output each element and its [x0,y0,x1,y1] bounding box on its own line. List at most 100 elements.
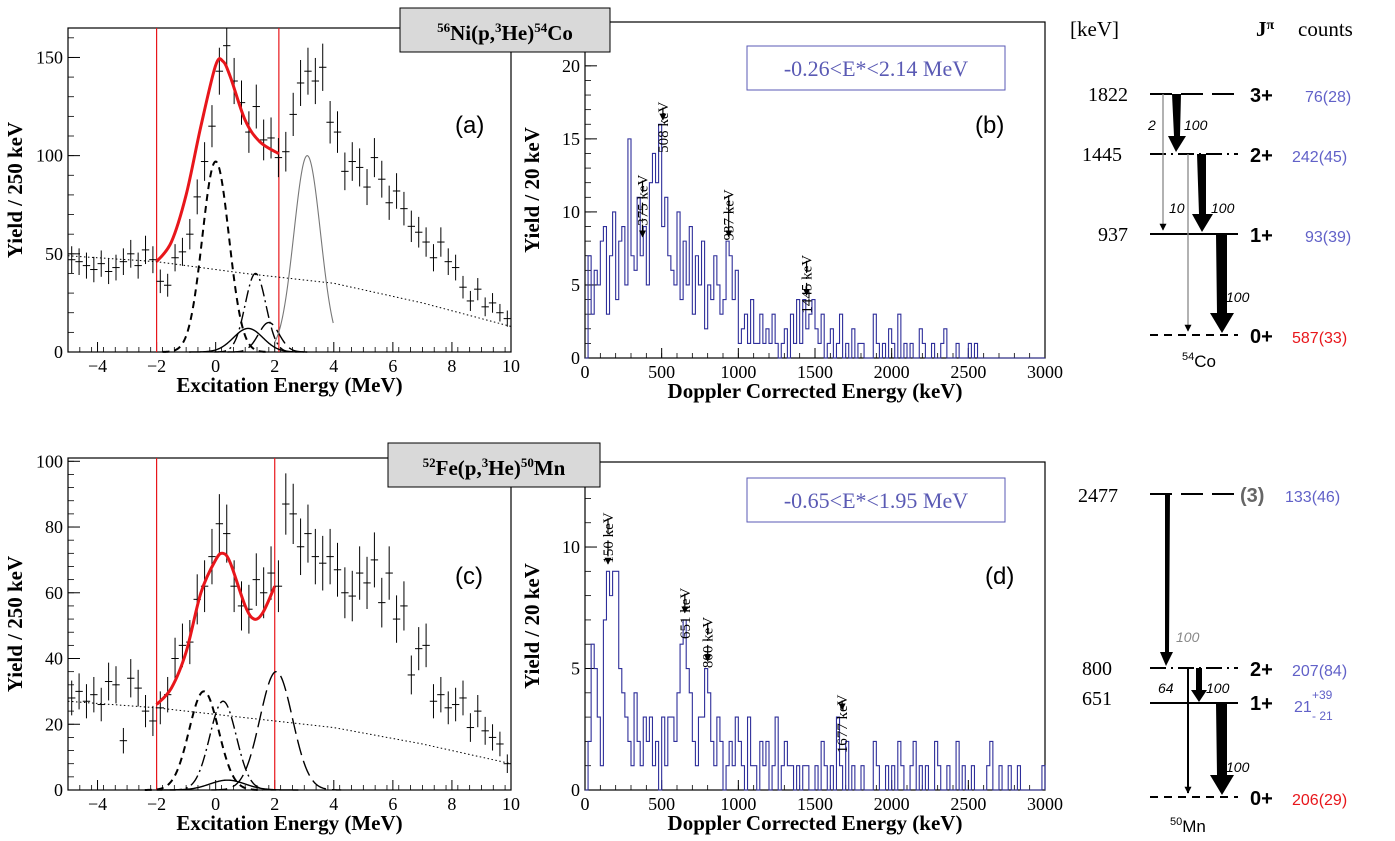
data-point-a [407,210,416,243]
x-tick-label-c: −4 [88,794,107,814]
counts-3plus: 76(28) [1305,89,1351,106]
x-tick-label-d: 500 [648,794,675,814]
data-point-c [68,680,76,716]
data-point-c [90,676,98,713]
data-point-a [488,293,497,313]
gate-box-text: -0.26<E*<2.14 MeV [784,56,968,81]
transition-2477-800 [1160,494,1173,666]
energy-1822: 1822 [1088,84,1128,106]
data-point-c [274,560,283,613]
x-tick-label-c: 4 [329,794,338,814]
data-point-c [496,731,504,757]
nucleus-54co: 54Co [1182,351,1216,371]
data-point-c [141,695,150,728]
data-point-c [223,504,231,563]
data-point-c [437,676,445,713]
x-tick-label-c: 8 [447,794,456,814]
jpi-0plus: 0+ [1250,326,1273,348]
data-point-c [326,528,334,585]
title-bot-t1: Fe(p, [436,456,482,480]
data-point-c [341,567,349,619]
title-top-t3: Co [547,21,573,45]
header-energy-unit: [keV] [1070,17,1119,41]
gate-box-frame [746,45,1006,91]
data-point-c [119,727,128,754]
x-tick-label-a: 8 [447,356,456,376]
panel-d-gamma-spectrum: 0 500 1000 1500 2000 2500 3000 0 5 10 Doppler Corr… [520,461,1063,835]
peak-label: 150 keV [601,512,617,563]
y-tick-label-b: 5 [571,275,580,295]
level-scheme-50mn: 2477 800 651 (3) 2+ 1+ 0+ 133(46) 207(84… [1078,485,1347,836]
data-point-a [282,131,290,172]
title-bot-a1: 52 [423,455,436,470]
title-bot-t3: Mn [534,456,566,480]
data-point-c [333,542,342,597]
x-axis-label-d: Doppler Corrected Energy (keV) [668,811,963,835]
data-point-a [208,105,216,148]
branch-100-c: 100 [1226,289,1250,305]
data-point-a [466,290,475,311]
title-bot-s1: 3 [482,455,489,470]
data-point-c [252,553,260,606]
data-point-a [289,92,297,136]
fit-component-c-0 [144,690,263,791]
svg-text:52Fe(p,3He)50Mn: 52Fe(p,3He)50Mn [423,455,566,480]
fit-curve-c [155,551,277,706]
svg-text:56Ni(p,3He)54Co: 56Ni(p,3He)54Co [437,20,573,45]
data-point-a [304,47,312,95]
x-tick-label-c: 10 [502,794,520,814]
y-tick-label-b: 15 [562,129,580,149]
peak-label: 375 keV [636,175,652,226]
data-point-a [252,84,260,129]
counts-2plus-mn: 207(84) [1292,663,1347,680]
data-point-c [422,623,430,668]
fit-component-a-2 [214,272,297,353]
data-point-a [385,185,393,220]
data-point-a [200,142,209,181]
y-axis-label-b: Yield / 20 keV [520,127,544,253]
fit-component-c-1 [156,779,299,791]
y-tick-label-c: 80 [45,517,63,537]
histogram-b [585,123,1045,359]
reaction-title-top: 56Ni(p,3He)54Co [399,7,611,53]
data-point-c [348,570,356,622]
jpi-3plus: 3+ [1250,85,1273,107]
x-tick-label-d: 2500 [950,794,986,814]
x-tick-label-c: 6 [388,794,397,814]
header-jpi: Jπ [1256,17,1275,41]
plot-frame-a [67,27,512,353]
data-point-c [503,754,511,774]
data-point-c [378,577,386,628]
data-point-a [68,246,76,274]
data-point-a [311,57,320,105]
y-tick-label-c: 20 [45,714,63,734]
peak-annotation-b-1: 508 keV [656,101,672,152]
data-point-c [134,669,142,707]
data-point-a [215,47,224,95]
peak-label: 800 keV [701,617,717,668]
data-point-a [97,250,105,277]
data-point-a [326,101,334,144]
x-tick-label-a: 0 [211,356,220,376]
data-point-a [459,275,467,299]
data-point-c [370,532,379,588]
data-point-a [451,254,460,281]
data-point-a [363,169,371,206]
fit-component-a-3 [227,321,310,353]
energy-1445: 1445 [1082,144,1122,166]
background-curve-c [67,700,512,765]
data-point-c [415,627,423,671]
x-tick-label-b: 500 [648,362,675,382]
data-point-a [104,258,113,285]
y-tick-label-b: 10 [562,202,580,222]
data-point-c [311,528,320,585]
jpi-2plus-mn: 2+ [1250,659,1273,681]
data-point-c [75,673,83,710]
x-tick-label-d: 2000 [874,794,910,814]
data-point-a [444,248,452,275]
peak-label: 1677 keV [835,694,851,753]
data-point-c [385,546,393,600]
branch-mn-100-c: 100 [1226,759,1250,775]
x-axis-label-c: Excitation Energy (MeV) [176,811,402,835]
branch-mn-100-a: 100 [1176,629,1200,645]
